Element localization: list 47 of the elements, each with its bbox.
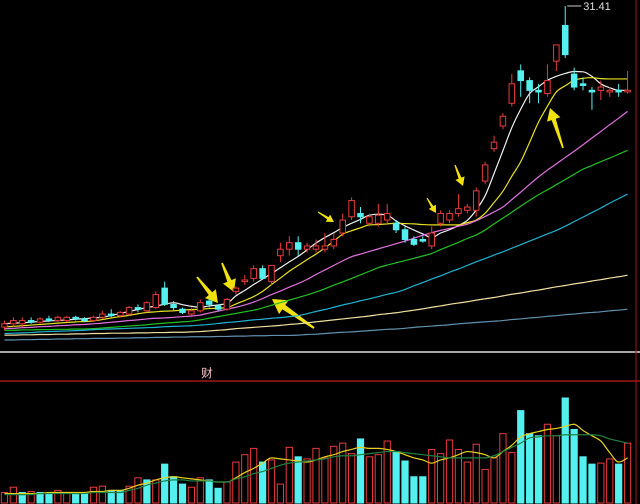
candlestick	[392, 220, 400, 234]
bar	[534, 435, 542, 504]
candlestick	[294, 236, 302, 256]
candlestick	[588, 86, 596, 110]
candlestick	[606, 86, 614, 98]
candlestick	[562, 6, 568, 58]
candlestick	[286, 236, 293, 256]
candlestick	[580, 76, 586, 91]
candlestick	[312, 238, 320, 253]
candlestick	[455, 194, 462, 218]
candlestick	[544, 64, 551, 98]
bar	[303, 458, 311, 504]
candlestick	[598, 80, 604, 101]
candlestick	[188, 307, 195, 318]
bar	[624, 442, 632, 504]
bar	[490, 457, 498, 504]
candlestick	[304, 242, 310, 253]
bar	[312, 448, 320, 504]
candlestick	[570, 67, 578, 91]
candlestick	[322, 232, 328, 253]
candlestick	[535, 83, 542, 104]
candlestick	[517, 64, 524, 98]
annotation: 31.41	[583, 1, 611, 13]
bar	[392, 451, 400, 504]
candlestick	[170, 300, 177, 312]
bar	[258, 462, 266, 504]
bar	[588, 464, 596, 504]
candlestick	[108, 308, 115, 318]
candlestick	[384, 203, 390, 224]
bar	[178, 484, 186, 504]
bar	[401, 460, 409, 504]
text: 财	[201, 366, 213, 380]
candlestick	[472, 187, 480, 218]
bar	[356, 438, 364, 504]
bar	[615, 464, 622, 504]
bar	[446, 440, 454, 504]
candlestick	[277, 242, 284, 263]
bar	[223, 482, 231, 504]
candlestick	[615, 83, 622, 98]
candlestick	[482, 161, 488, 185]
bar	[152, 479, 160, 504]
bar	[268, 459, 276, 504]
candlestick	[242, 274, 248, 286]
candlestick	[1, 320, 8, 331]
bar	[294, 456, 302, 504]
candlestick	[357, 206, 364, 224]
candlestick	[490, 135, 498, 152]
